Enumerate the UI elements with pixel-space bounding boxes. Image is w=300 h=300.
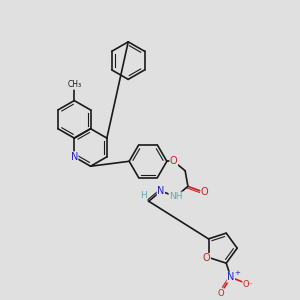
Text: +: + bbox=[234, 270, 240, 276]
Text: N: N bbox=[157, 186, 165, 196]
Text: NH: NH bbox=[169, 192, 182, 201]
Text: H: H bbox=[140, 191, 147, 200]
Text: N: N bbox=[227, 272, 235, 282]
Text: N: N bbox=[70, 152, 78, 162]
Text: O: O bbox=[218, 289, 224, 298]
Text: O: O bbox=[201, 188, 208, 197]
Text: O: O bbox=[203, 254, 210, 263]
Text: O: O bbox=[170, 156, 178, 166]
Text: CH₃: CH₃ bbox=[67, 80, 81, 89]
Text: O⁻: O⁻ bbox=[243, 280, 254, 289]
